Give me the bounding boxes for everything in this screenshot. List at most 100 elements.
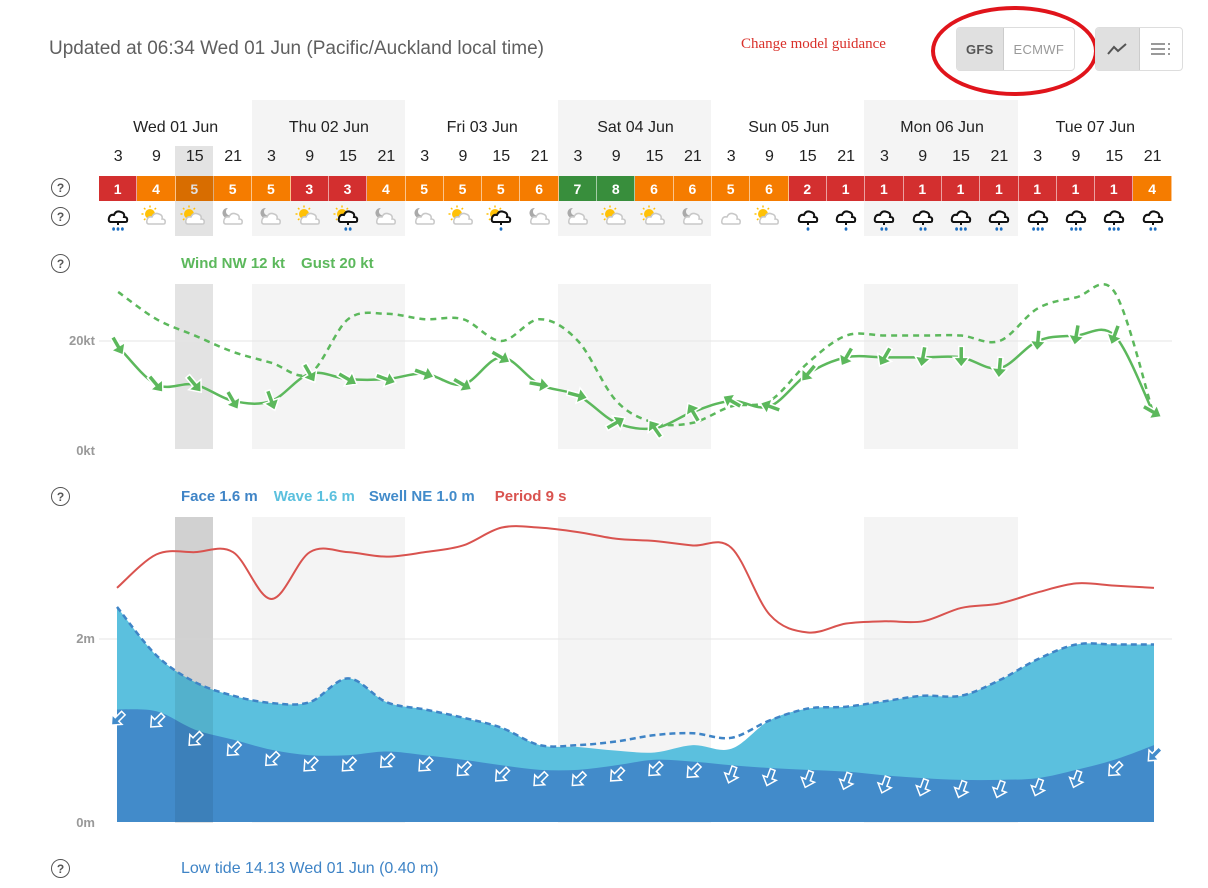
surf-score-cell[interactable]: 1 [865, 176, 904, 201]
weather-icon-row [99, 202, 1172, 236]
surf-score-cell[interactable]: 4 [137, 176, 176, 201]
weather-rain2-icon [865, 202, 903, 236]
hour-label[interactable]: 3 [1033, 148, 1043, 165]
weather-sun-cloud-icon [176, 202, 214, 236]
wind-arrow-icon [301, 361, 318, 384]
wave-legend-swell: Swell NE 1.0 m [368, 488, 475, 505]
hour-label[interactable]: 9 [1071, 148, 1081, 165]
hour-label[interactable]: 3 [573, 148, 583, 165]
surf-score-cell[interactable]: 3 [328, 176, 368, 201]
surf-score-cell[interactable]: 6 [635, 176, 674, 201]
table-view-button[interactable] [1138, 28, 1182, 70]
surf-score-cell[interactable]: 4 [367, 176, 406, 201]
weather-rain3-icon [99, 202, 137, 236]
wind-arrow-icon [336, 370, 358, 388]
hour-label[interactable]: 9 [152, 148, 161, 165]
hour-label[interactable]: 9 [611, 148, 621, 165]
weather-sun-cloud-icon [137, 202, 175, 236]
hour-label[interactable]: 15 [798, 148, 817, 165]
tide-help-icon[interactable]: ? [51, 859, 70, 878]
hour-label[interactable]: 15 [339, 148, 357, 165]
surf-score-cell[interactable]: 1 [941, 176, 981, 201]
wave-help-icon[interactable]: ? [51, 487, 70, 506]
swell-arrow-icon [188, 730, 204, 747]
table-list-icon [1150, 43, 1170, 55]
hour-label[interactable]: 3 [113, 148, 123, 165]
surf-score-cell[interactable]: 5 [252, 176, 291, 201]
surf-score-cell[interactable]: 1 [826, 176, 866, 201]
surf-score-cell[interactable]: 5 [482, 176, 521, 201]
wave-legend: Face 1.6 m Wave 1.6 m Swell NE 1.0 m Per… [181, 488, 566, 505]
swell-arrow-icon [571, 770, 588, 787]
wave-axis-2: 2m [76, 631, 95, 646]
hour-label[interactable]: 21 [683, 148, 702, 165]
wind-arrow-icon [184, 373, 203, 394]
chart-view-button[interactable] [1096, 28, 1139, 70]
surf-score-cell[interactable]: 3 [290, 176, 329, 201]
wind-legend-gust: Gust 20 kt [301, 255, 374, 272]
hour-label[interactable]: 9 [305, 148, 315, 165]
weather-moon-cloud-icon [214, 202, 252, 236]
surf-score-cell[interactable]: 1 [903, 176, 942, 201]
swell-arrow-icon [226, 740, 243, 757]
hour-label[interactable]: 15 [492, 148, 511, 165]
wind-arrow-icon [759, 397, 782, 416]
hour-label[interactable]: 9 [765, 148, 774, 165]
swell-arrow-icon [876, 775, 893, 794]
surf-score-cell[interactable]: 1 [99, 176, 138, 201]
surf-score-cell[interactable]: 1 [1056, 176, 1096, 201]
weather-help-icon[interactable]: ? [51, 207, 70, 226]
swell-arrow-icon [915, 777, 932, 797]
surf-score-cell[interactable]: 6 [673, 176, 712, 201]
surf-score-cell[interactable]: 5 [405, 176, 444, 201]
wind-help-icon[interactable]: ? [51, 254, 70, 273]
swell-arrow-icon [838, 771, 855, 791]
hour-label[interactable]: 3 [879, 148, 889, 165]
surf-score-cell[interactable]: 1 [980, 176, 1019, 201]
wind-arrow-icon [109, 334, 127, 357]
surf-score-cell[interactable]: 6 [520, 176, 559, 201]
weather-moon-cloud-icon [674, 202, 712, 236]
surf-score-cell[interactable]: 5 [175, 176, 214, 201]
surf-score-cell[interactable]: 5 [712, 176, 751, 201]
swell-arrow-icon [991, 779, 1008, 799]
wind-arrow-icon [913, 345, 933, 369]
surf-score-cell[interactable]: 1 [1095, 176, 1134, 201]
hour-label[interactable]: 21 [837, 148, 855, 165]
surf-score-cell[interactable]: 7 [558, 176, 598, 201]
hour-label[interactable]: 21 [224, 148, 242, 165]
swell-arrow-icon [609, 766, 626, 782]
hour-label[interactable]: 21 [530, 148, 549, 165]
surf-score-cell[interactable]: 2 [788, 176, 827, 201]
hour-label[interactable]: 15 [1105, 148, 1124, 165]
day-label: Sun 05 Jun [748, 119, 830, 136]
swell-arrow-icon [533, 770, 549, 787]
wind-arrow-icon [146, 373, 164, 394]
surf-score-cell[interactable]: 1 [1018, 176, 1057, 201]
hour-label[interactable]: 21 [1143, 148, 1162, 165]
weather-moon-cloud-icon [406, 202, 444, 236]
weather-moon-cloud-icon [367, 202, 405, 236]
hour-label[interactable]: 9 [458, 148, 468, 165]
surf-score-cell[interactable]: 5 [443, 176, 483, 201]
hour-label[interactable]: 15 [645, 148, 664, 165]
surf-score-cell[interactable]: 5 [213, 176, 253, 201]
annotation-label: Change model guidance [741, 36, 886, 52]
hour-label[interactable]: 15 [952, 148, 970, 165]
hour-label[interactable]: 3 [420, 148, 430, 165]
score-help-icon[interactable]: ? [51, 178, 70, 197]
hour-label[interactable]: 3 [266, 148, 276, 165]
surf-score-cell[interactable]: 6 [750, 176, 789, 201]
weather-cloud-icon [712, 202, 750, 236]
weather-rain3-icon [1019, 202, 1057, 236]
weather-sun-rain1-icon [482, 202, 520, 236]
surf-score-cell[interactable]: 8 [597, 176, 636, 201]
surf-score-cell[interactable]: 4 [1133, 176, 1172, 201]
hour-label[interactable]: 9 [918, 148, 928, 165]
hour-label[interactable]: 3 [726, 148, 736, 165]
hour-label[interactable]: 15 [185, 148, 204, 165]
hour-label[interactable]: 21 [990, 148, 1009, 165]
hour-label[interactable]: 21 [377, 148, 396, 165]
